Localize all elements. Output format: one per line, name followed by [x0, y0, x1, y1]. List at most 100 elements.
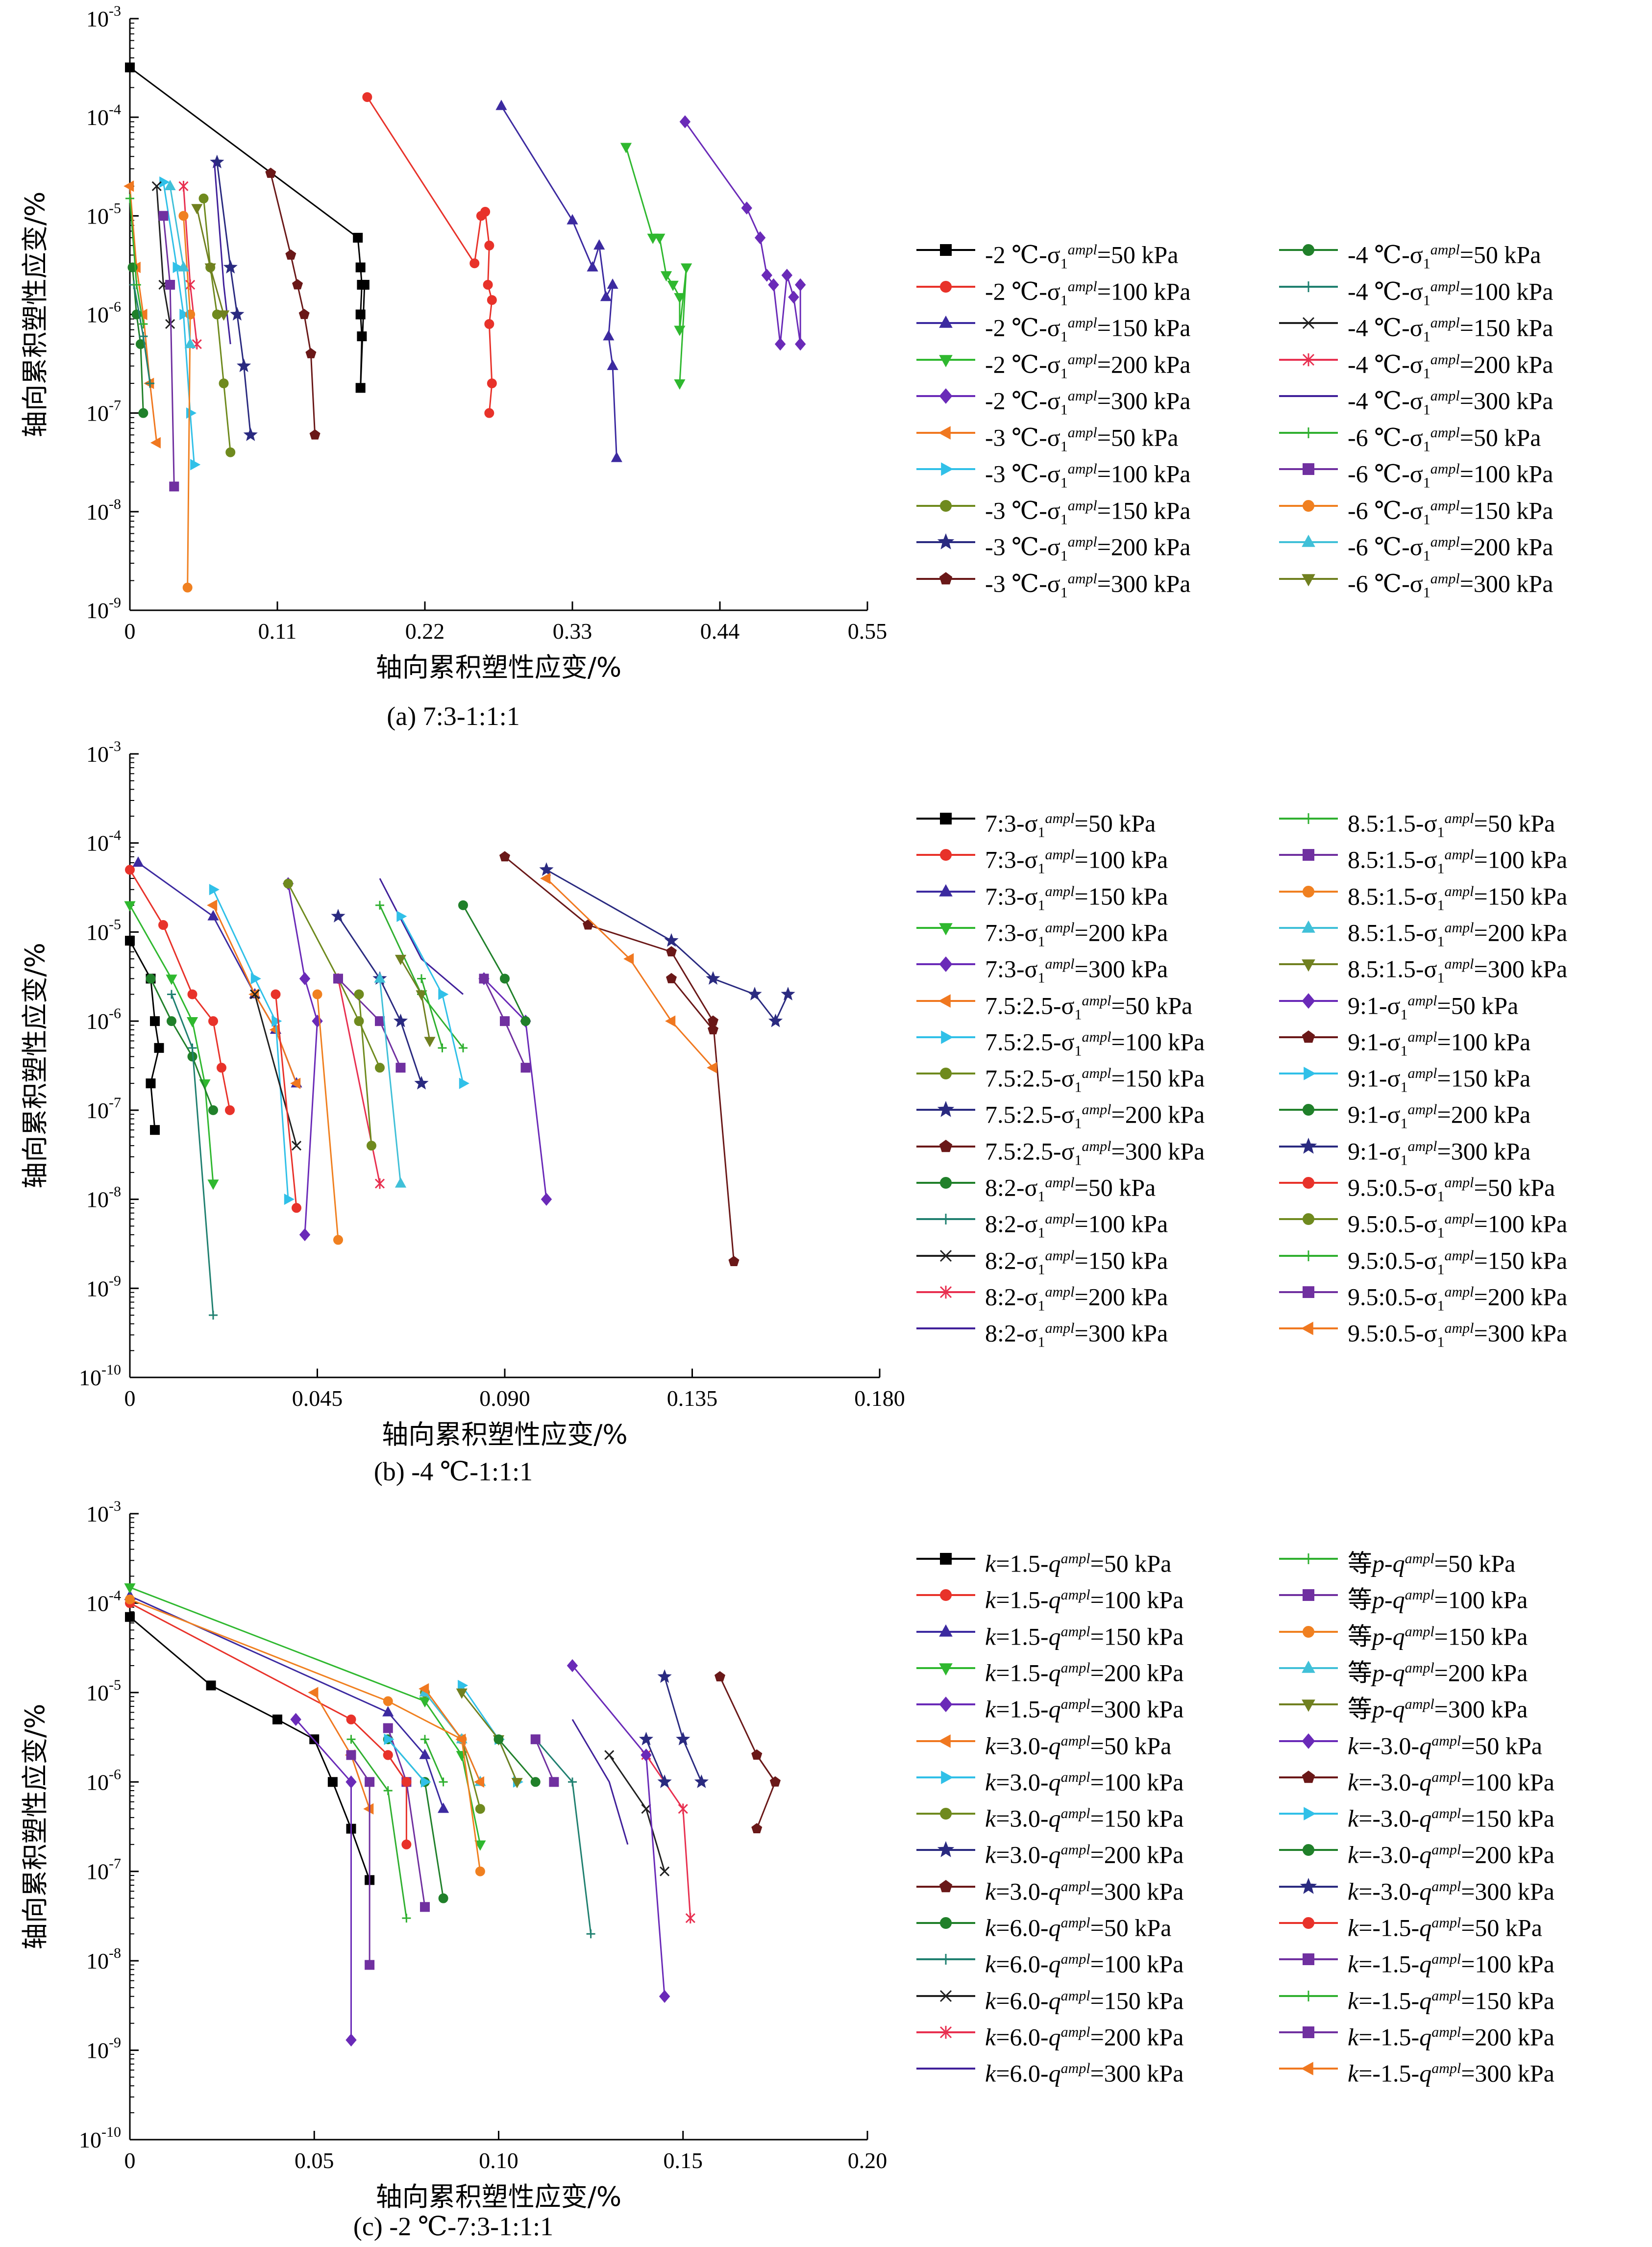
series-16	[346, 1735, 411, 1923]
chart-b-legend: 7:3-σ1ampl=50 kPa 7:3-σ1ampl=100 kPa 7:3-σ…	[912, 804, 1652, 1368]
data-point	[480, 207, 491, 217]
y-tick-label: 10-7	[86, 398, 121, 426]
legend-label: -3 ℃-σ1ampl=100 kPa	[985, 460, 1191, 491]
data-point	[158, 211, 169, 221]
data-point	[714, 1671, 726, 1682]
legend-label: 8.5:1.5-σ1ampl=300 kPa	[1348, 955, 1568, 986]
data-point	[290, 1077, 301, 1089]
data-point	[603, 330, 615, 341]
data-point	[291, 1141, 302, 1151]
y-tick-label: 10-3	[86, 740, 121, 767]
legend-swatch	[1279, 1699, 1338, 1712]
legend-label: -6 ℃-σ1ampl=200 kPa	[1348, 533, 1553, 564]
y-tick-label: 10-4	[86, 1587, 121, 1616]
data-point	[600, 291, 612, 301]
legend-label: 9.5:0.5-σ1ampl=200 kPa	[1348, 1283, 1568, 1314]
series-25	[539, 862, 795, 1027]
series-19	[374, 972, 407, 1188]
data-point	[593, 239, 605, 250]
data-point	[139, 332, 148, 341]
legend-swatch	[1279, 353, 1338, 366]
series-18	[312, 989, 343, 1245]
data-point	[665, 1015, 676, 1027]
series-29	[530, 1734, 559, 1787]
data-point	[124, 901, 136, 912]
x-tick-label: 0	[124, 619, 136, 644]
legend-label: 7.5:2.5-σ1ampl=50 kPa	[985, 992, 1193, 1023]
data-point	[493, 1734, 504, 1745]
data-point	[456, 1688, 468, 1699]
legend-label: -3 ℃-σ1ampl=300 kPa	[985, 570, 1191, 601]
data-point	[530, 1777, 541, 1787]
legend-swatch	[916, 499, 975, 512]
series-line	[129, 904, 214, 1184]
series-9	[210, 154, 258, 441]
data-point	[236, 358, 251, 373]
x-tick-label: 0.55	[848, 619, 888, 644]
data-point	[292, 1203, 301, 1213]
series-16	[125, 194, 148, 328]
y-tick-label: 10-8	[86, 1184, 121, 1212]
series-line	[317, 994, 339, 1240]
series-19	[164, 179, 196, 349]
data-point	[186, 1017, 198, 1028]
y-tick-label: 10-3	[86, 1498, 121, 1526]
data-point	[219, 378, 229, 389]
data-point	[225, 447, 236, 457]
legend-swatch	[1279, 1990, 1338, 2001]
chart-a-plot: 10-9 10-8 10-7 10-6 10-5 10-4 10-3 0 0.11 0.22 0.3…	[20, 3, 888, 683]
data-point	[459, 1077, 469, 1089]
legend-label: k=-1.5-qampl=100 kPa	[1348, 1950, 1554, 1978]
series-5	[282, 877, 323, 1242]
series-line	[216, 162, 251, 435]
data-point	[419, 1683, 429, 1695]
legend-label: k=-3.0-qampl=50 kPa	[1348, 1732, 1542, 1760]
series-29	[479, 974, 531, 1073]
legend-swatch	[916, 1990, 975, 2002]
y-tick-label: 10-7	[86, 1856, 121, 1884]
series-12	[167, 990, 218, 1320]
data-point	[678, 1803, 688, 1815]
data-point	[674, 325, 686, 336]
data-point	[383, 1723, 393, 1733]
data-point	[375, 1063, 385, 1073]
legend-label: -2 ℃-σ1ampl=100 kPa	[985, 277, 1191, 309]
data-point	[458, 900, 468, 910]
series-line	[129, 940, 160, 1130]
series-2	[362, 92, 497, 418]
series-line	[379, 878, 464, 995]
series-line	[129, 1598, 481, 1872]
data-point	[438, 1043, 447, 1052]
series-13	[249, 989, 302, 1151]
series-10	[499, 851, 740, 1266]
legend-swatch	[1279, 1137, 1338, 1154]
data-point	[173, 261, 183, 274]
legend-swatch	[1279, 993, 1338, 1009]
series-line	[150, 978, 214, 1111]
data-point	[419, 1697, 431, 1708]
series-line	[254, 994, 297, 1146]
data-point	[190, 459, 201, 471]
legend-swatch	[916, 849, 975, 861]
y-tick-label: 10-10	[79, 1362, 121, 1390]
series-line	[664, 1676, 702, 1782]
data-point	[292, 279, 303, 290]
data-point	[484, 408, 494, 418]
legend-swatch	[916, 244, 975, 256]
series-line	[670, 978, 714, 1030]
data-point	[395, 1177, 407, 1188]
data-point	[164, 179, 176, 190]
series-line	[287, 883, 381, 1068]
data-point	[285, 249, 296, 260]
legend-label: -3 ℃-σ1ampl=150 kPa	[985, 497, 1191, 528]
legend-swatch	[1279, 1917, 1338, 1929]
legend-label: 9:1-σ1ampl=200 kPa	[1348, 1101, 1531, 1132]
legend-swatch	[1279, 534, 1338, 547]
legend-swatch	[916, 2025, 975, 2039]
data-point	[184, 338, 196, 349]
legend-swatch	[916, 1177, 975, 1189]
series-line	[400, 916, 464, 1084]
legend-label: -4 ℃-σ1ampl=300 kPa	[1348, 387, 1553, 418]
data-point	[333, 974, 343, 984]
series-7	[209, 884, 295, 1205]
